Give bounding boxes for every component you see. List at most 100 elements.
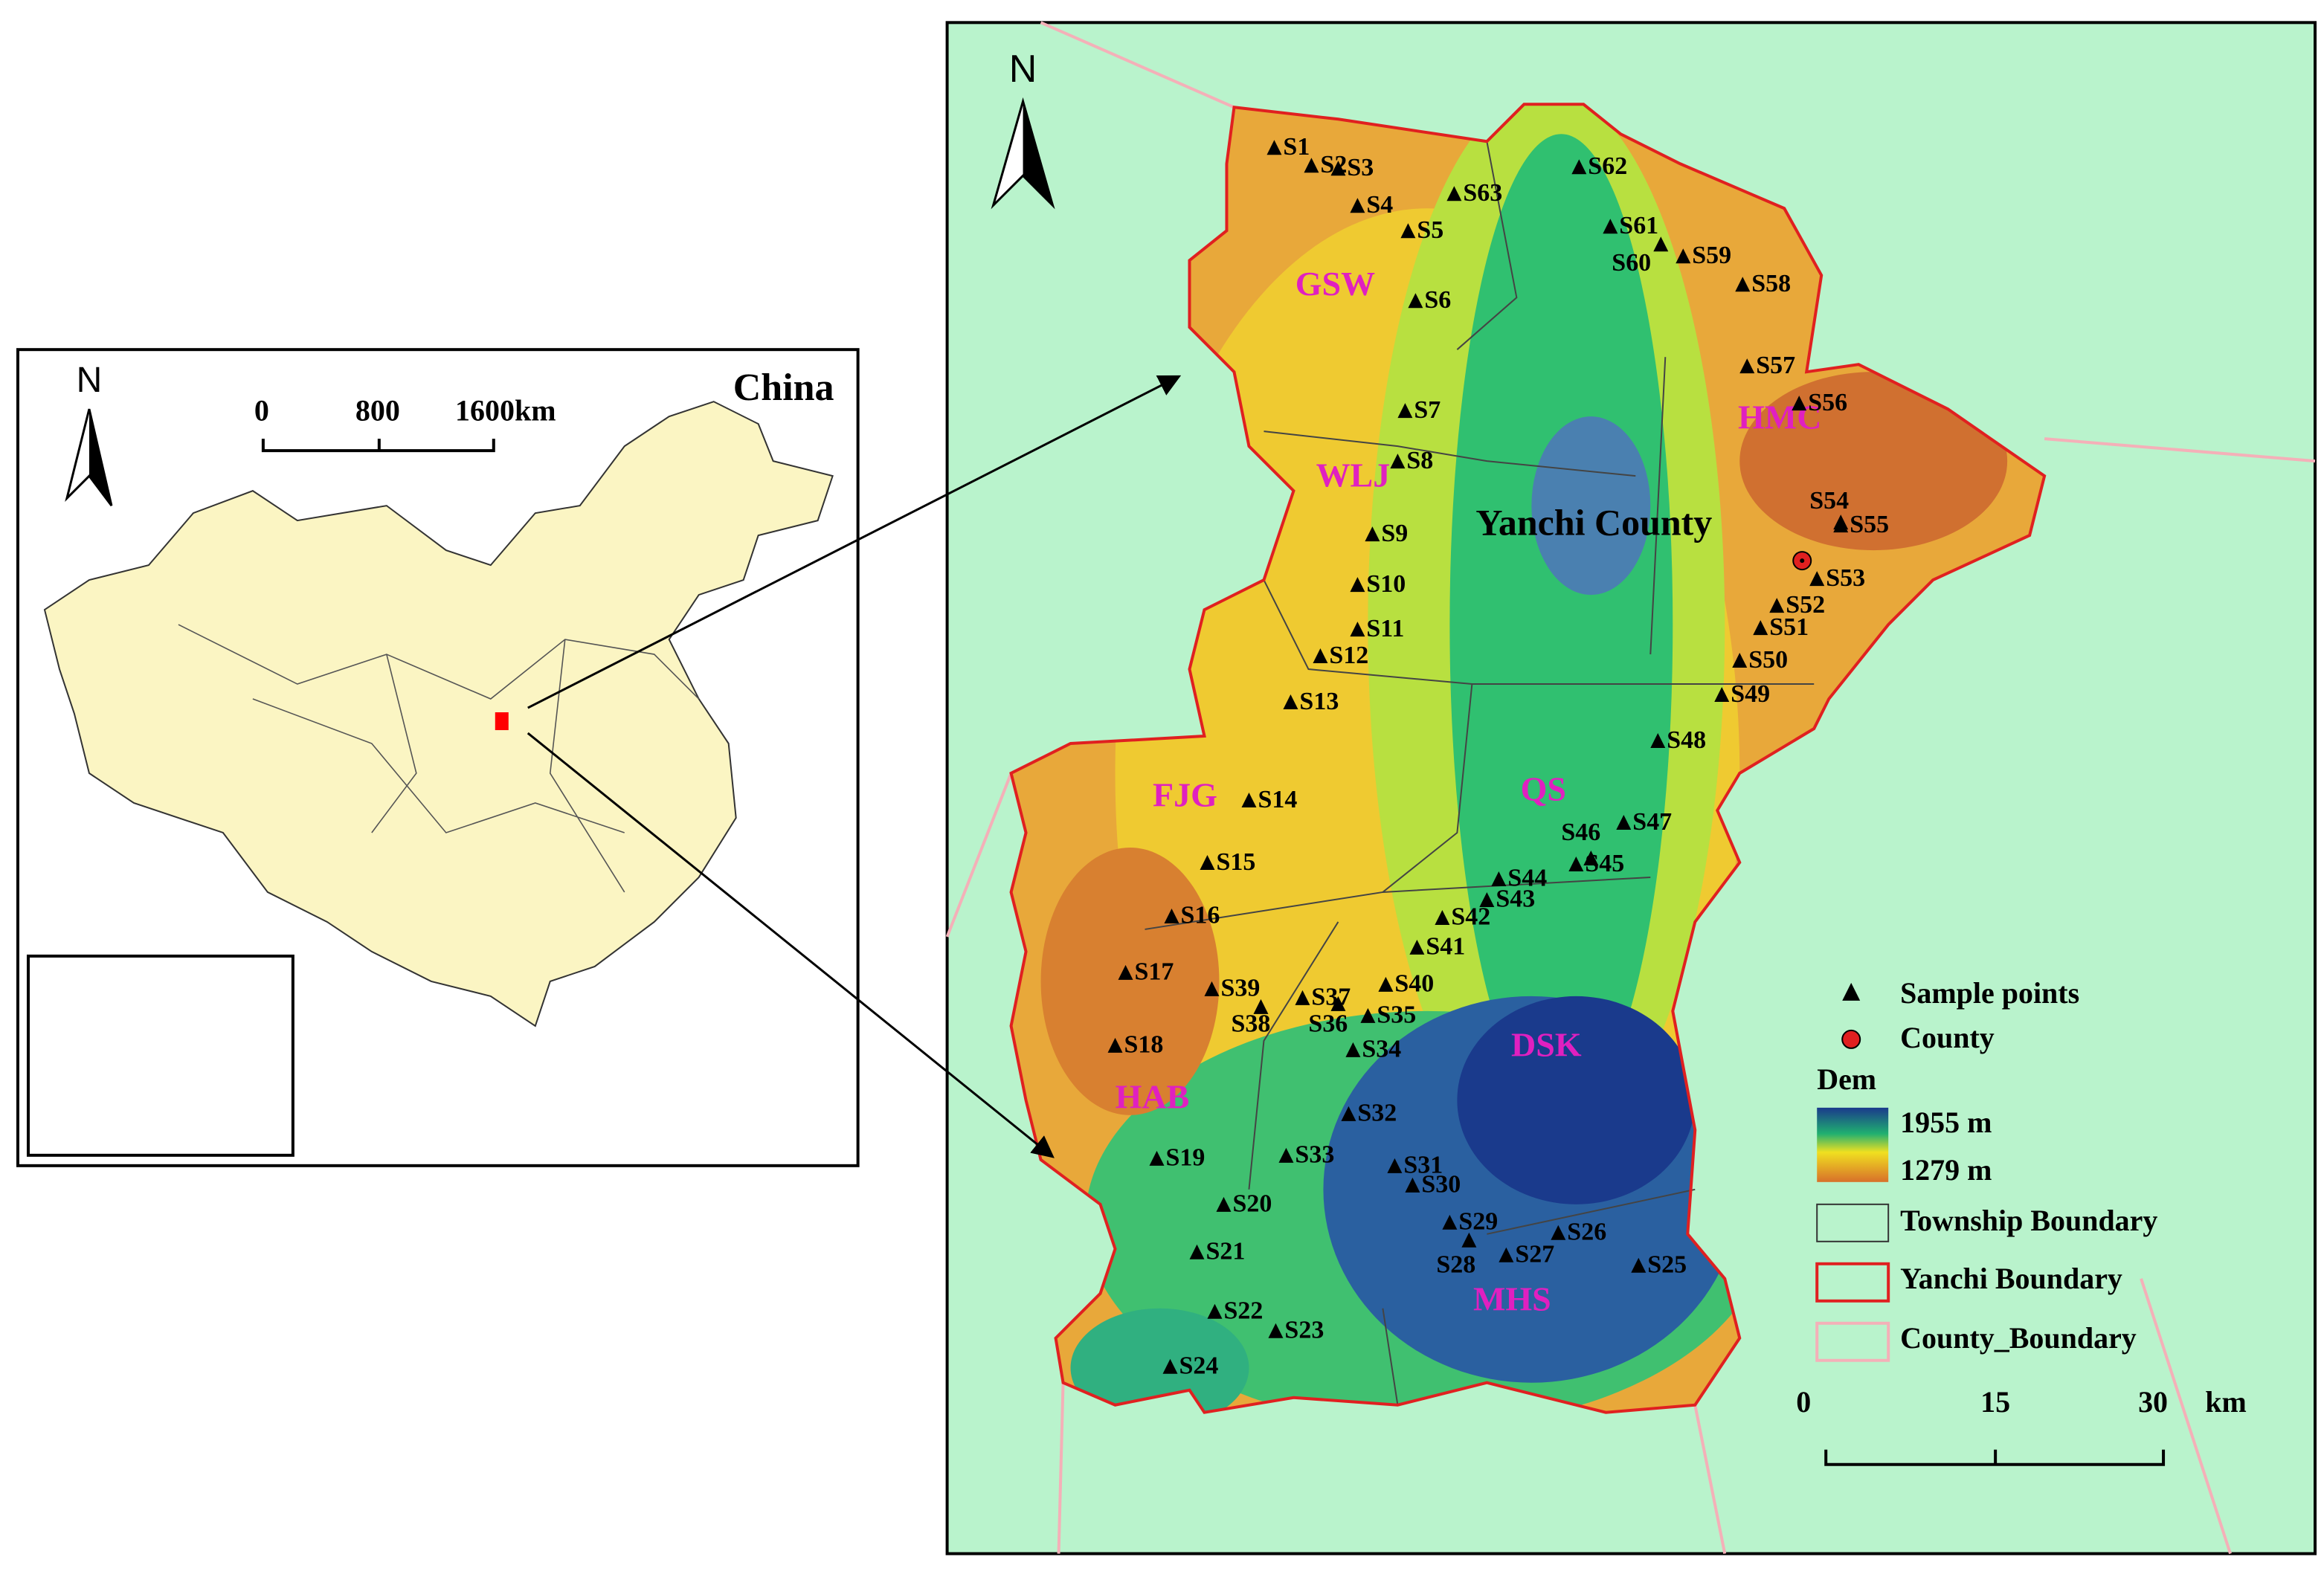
sample-label: S28 bbox=[1436, 1251, 1475, 1279]
sample-label: S62 bbox=[1588, 152, 1627, 180]
sample-point bbox=[1313, 648, 1328, 664]
sample-label: S61 bbox=[1619, 212, 1658, 239]
inset-title: China bbox=[733, 367, 834, 409]
sample-label: S12 bbox=[1329, 642, 1368, 669]
sample-point bbox=[1360, 1007, 1376, 1023]
sample-point bbox=[1714, 687, 1730, 703]
sample-point bbox=[1479, 891, 1495, 907]
sample-label: S19 bbox=[1165, 1144, 1205, 1172]
sample-point bbox=[1295, 990, 1310, 1005]
sample-label: S15 bbox=[1216, 848, 1255, 876]
sample-label: S32 bbox=[1357, 1100, 1397, 1127]
sample-label: S11 bbox=[1366, 615, 1404, 642]
scale-label: 1600km bbox=[455, 393, 556, 427]
sample-point bbox=[1491, 871, 1507, 886]
north-label: N bbox=[77, 361, 103, 400]
sample-point bbox=[1330, 161, 1346, 176]
sample-label: S43 bbox=[1496, 885, 1535, 913]
sample-label: S16 bbox=[1180, 902, 1220, 929]
sample-label: S14 bbox=[1258, 786, 1297, 813]
sample-point bbox=[1365, 526, 1380, 542]
sample-point bbox=[1330, 996, 1346, 1011]
legend-label: 1955 m bbox=[1900, 1106, 1992, 1139]
legend-label: County bbox=[1900, 1021, 1995, 1054]
sample-label: S63 bbox=[1463, 179, 1502, 207]
sample-point bbox=[1107, 1037, 1123, 1053]
sample-label: S27 bbox=[1515, 1241, 1554, 1268]
sample-point bbox=[1405, 1177, 1420, 1193]
sample-label: S40 bbox=[1394, 970, 1434, 998]
sample-label: S46 bbox=[1561, 819, 1600, 846]
county-label: Yanchi County bbox=[1475, 502, 1712, 543]
township-label: HAB bbox=[1116, 1077, 1190, 1115]
sample-point bbox=[1833, 517, 1849, 533]
scale-label: 0 bbox=[1796, 1385, 1811, 1419]
sample-label: S47 bbox=[1632, 808, 1672, 836]
sample-point bbox=[1735, 277, 1751, 292]
sample-point bbox=[1164, 908, 1179, 923]
sample-label: S22 bbox=[1223, 1297, 1263, 1325]
sample-label: S50 bbox=[1748, 646, 1788, 674]
sample-point bbox=[1350, 622, 1365, 637]
sample-point bbox=[1350, 198, 1365, 213]
north-arrow bbox=[88, 409, 112, 506]
sample-label: S6 bbox=[1424, 286, 1451, 314]
sample-label: S7 bbox=[1414, 396, 1441, 424]
dem-ramp bbox=[1817, 1107, 1889, 1182]
sample-label: S55 bbox=[1850, 511, 1889, 538]
legend-symbol bbox=[1815, 1321, 1890, 1362]
legend-symbol bbox=[1842, 982, 1861, 1001]
sample-label: S9 bbox=[1381, 520, 1408, 547]
county-boundaries bbox=[945, 21, 2316, 1555]
sample-label: S58 bbox=[1751, 270, 1791, 297]
sample-point bbox=[1304, 158, 1319, 173]
sample-point bbox=[1616, 814, 1632, 830]
sample-label: S17 bbox=[1135, 958, 1174, 986]
sample-label: S54 bbox=[1809, 487, 1849, 514]
sample-point bbox=[1345, 1042, 1361, 1057]
sample-point bbox=[1118, 964, 1133, 980]
sample-point bbox=[1583, 850, 1599, 865]
sample-point bbox=[1278, 1147, 1294, 1163]
sample-label: S36 bbox=[1308, 1010, 1348, 1038]
north-arrow bbox=[1023, 101, 1053, 206]
sample-label: S60 bbox=[1612, 249, 1651, 277]
sample-point bbox=[1387, 1158, 1403, 1173]
scale-bar bbox=[1824, 1449, 2166, 1466]
sample-label: S41 bbox=[1426, 933, 1465, 961]
sample-point bbox=[1408, 293, 1423, 309]
sample-point bbox=[1378, 976, 1394, 992]
scale-label: 15 bbox=[1980, 1385, 2010, 1419]
sample-label: S3 bbox=[1347, 154, 1374, 181]
sample-point bbox=[1207, 1303, 1223, 1319]
scale-label: 0 bbox=[254, 393, 269, 427]
sample-point bbox=[1732, 653, 1748, 668]
scale-label: 30 bbox=[2138, 1385, 2168, 1419]
pointer-arrow bbox=[527, 375, 1182, 709]
sample-label: S56 bbox=[1808, 389, 1847, 416]
sample-point bbox=[1551, 1225, 1566, 1240]
province-lines bbox=[252, 639, 625, 893]
sample-point bbox=[1809, 571, 1825, 587]
sample-point bbox=[1650, 733, 1666, 749]
scale-bar bbox=[261, 439, 495, 453]
sample-label: S38 bbox=[1231, 1010, 1270, 1038]
sample-point bbox=[1603, 219, 1618, 234]
sample-label: S35 bbox=[1377, 1001, 1416, 1029]
legend-symbol bbox=[1816, 1203, 1890, 1242]
sample-point bbox=[1568, 856, 1584, 871]
pointer-arrow bbox=[527, 732, 1055, 1158]
legend-symbol bbox=[1841, 1029, 1861, 1049]
sample-point bbox=[1397, 403, 1413, 419]
legend-title: Dem bbox=[1817, 1062, 1876, 1096]
scale-label: km bbox=[2205, 1385, 2247, 1419]
sample-label: S31 bbox=[1403, 1152, 1443, 1179]
sample-point bbox=[1409, 939, 1425, 955]
township-label: DSK bbox=[1511, 1025, 1582, 1063]
township-label: WLJ bbox=[1316, 457, 1391, 494]
legend-symbol bbox=[1815, 1262, 1890, 1303]
township-label: HMC bbox=[1738, 399, 1821, 436]
sample-label: S51 bbox=[1769, 613, 1809, 641]
